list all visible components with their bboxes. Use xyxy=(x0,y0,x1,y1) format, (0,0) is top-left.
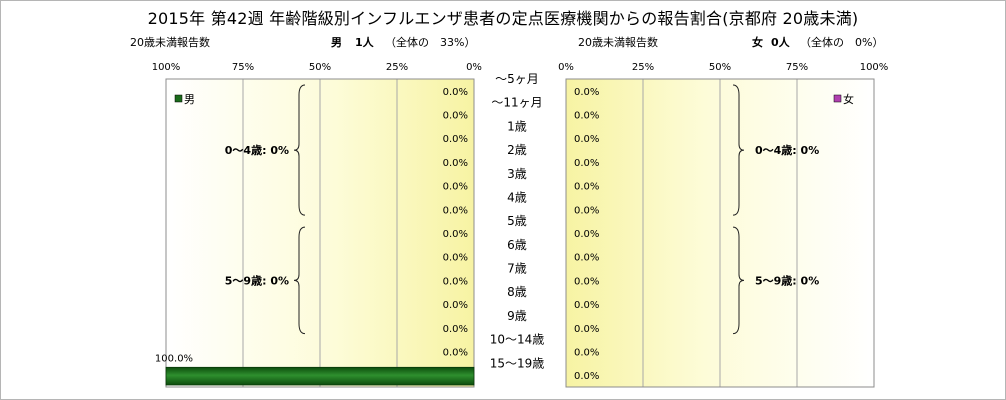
male-summary-count: 1人 xyxy=(355,36,374,49)
female-data-label: 0.0% xyxy=(574,324,599,335)
male-data-label: 100.0% xyxy=(155,353,193,364)
chart-title: 2015年 第42週 年齢階級別インフルエンザ患者の定点医療機関からの報告割合(… xyxy=(147,9,859,28)
male-data-label: 0.0% xyxy=(443,300,468,311)
female-group-brace xyxy=(732,84,745,216)
male-group-label: 0〜4歳: 0% xyxy=(225,143,289,157)
female-tick-label: 0% xyxy=(558,62,574,73)
male-legend-swatch xyxy=(174,94,183,103)
female-legend-swatch xyxy=(833,94,842,103)
female-data-label: 0.0% xyxy=(574,347,599,358)
male-bar xyxy=(165,366,475,386)
male-summary-label: 男 xyxy=(331,36,342,49)
female-data-label: 0.0% xyxy=(574,229,599,240)
male-data-label: 0.0% xyxy=(443,205,468,216)
female-group-label: 0〜4歳: 0% xyxy=(755,143,819,157)
male-summary-share: （全体の 33%） xyxy=(385,36,476,49)
male-plot-border xyxy=(165,78,475,388)
age-category-label: 6歳 xyxy=(507,238,527,252)
age-category-label: 9歳 xyxy=(507,309,527,323)
female-data-label: 0.0% xyxy=(574,182,599,193)
female-data-label: 0.0% xyxy=(574,276,599,287)
female-data-label: 0.0% xyxy=(574,371,599,382)
female-group-label: 5〜9歳: 0% xyxy=(755,273,819,287)
female-tick-label: 100% xyxy=(860,62,889,73)
female-tick-label: 75% xyxy=(786,62,808,73)
male-tick-label: 50% xyxy=(309,62,331,73)
male-data-label: 0.0% xyxy=(443,158,468,169)
female-data-label: 0.0% xyxy=(574,158,599,169)
male-tick-label: 75% xyxy=(232,62,254,73)
female-group-brace xyxy=(732,226,745,335)
male-data-label: 0.0% xyxy=(443,182,468,193)
male-group-brace xyxy=(293,226,306,335)
female-legend-label: 女 xyxy=(843,92,854,106)
male-data-label: 0.0% xyxy=(443,276,468,287)
male-data-label: 0.0% xyxy=(443,229,468,240)
age-category-label: 〜5ヶ月 xyxy=(495,72,539,86)
age-category-label: 8歳 xyxy=(507,285,527,299)
age-category-label: 4歳 xyxy=(507,190,527,204)
female-data-label: 0.0% xyxy=(574,300,599,311)
male-tick-label: 25% xyxy=(386,62,408,73)
age-category-label: 2歳 xyxy=(507,143,527,157)
female-summary-count: 0人 xyxy=(771,36,790,49)
female-summary-share: （全体の 0%） xyxy=(800,36,884,49)
female-summary-label: 女 xyxy=(752,36,763,49)
male-data-label: 0.0% xyxy=(443,253,468,264)
age-category-label: 10〜14歳 xyxy=(490,333,545,347)
male-data-label: 0.0% xyxy=(443,347,468,358)
male-tick-label: 0% xyxy=(466,62,482,73)
male-legend-label: 男 xyxy=(184,93,195,106)
female-data-label: 0.0% xyxy=(574,253,599,264)
age-category-label: 7歳 xyxy=(507,262,527,276)
male-data-label: 0.0% xyxy=(443,87,468,98)
age-category-label: 15〜19歳 xyxy=(490,356,545,370)
male-data-label: 0.0% xyxy=(443,111,468,122)
female-tick-label: 50% xyxy=(709,62,731,73)
age-category-label: 3歳 xyxy=(507,167,527,181)
male-group-brace xyxy=(293,84,306,216)
female-tick-label: 25% xyxy=(632,62,654,73)
age-category-label: 5歳 xyxy=(507,214,527,228)
female-data-label: 0.0% xyxy=(574,205,599,216)
age-category-label: 〜11ヶ月 xyxy=(491,96,542,110)
female-data-label: 0.0% xyxy=(574,134,599,145)
male-group-label: 5〜9歳: 0% xyxy=(225,273,289,287)
male-data-label: 0.0% xyxy=(443,324,468,335)
female-axis-header: 20歳未満報告数 xyxy=(578,36,658,49)
age-category-label: 1歳 xyxy=(507,119,527,133)
female-data-label: 0.0% xyxy=(574,87,599,98)
female-data-label: 0.0% xyxy=(574,111,599,122)
male-data-label: 0.0% xyxy=(443,134,468,145)
male-axis-header: 20歳未満報告数 xyxy=(130,36,210,49)
female-plot-border xyxy=(565,78,875,388)
male-tick-label: 100% xyxy=(152,62,181,73)
